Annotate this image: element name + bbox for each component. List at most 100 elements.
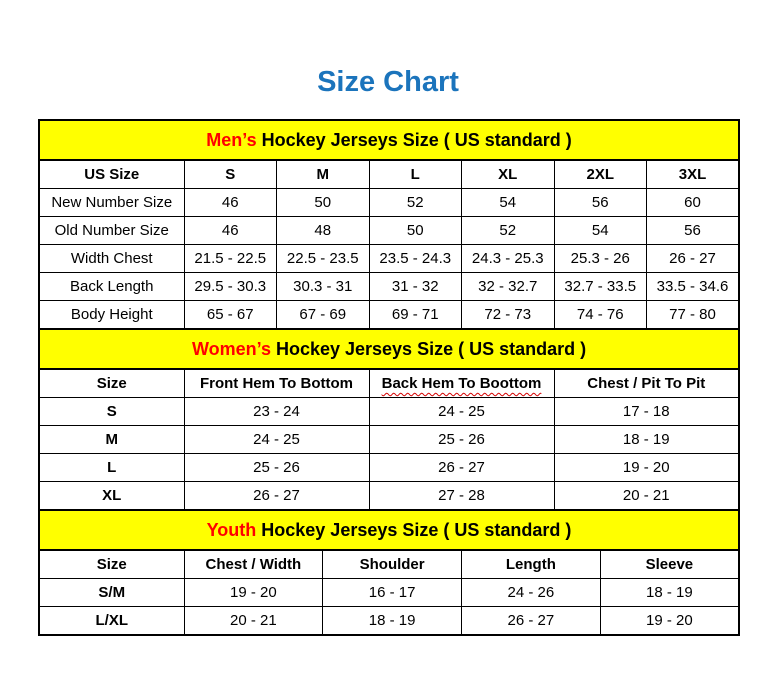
womens-header-row: Size Front Hem To Bottom Back Hem To Boott… [38, 368, 740, 398]
size-value: 65 - 67 [183, 300, 277, 330]
size-value: 24 - 25 [368, 397, 555, 426]
youth-section-band: Youth Hockey Jerseys Size ( US standard … [37, 509, 741, 551]
column-header: Chest / Width [183, 549, 324, 579]
table-row: New Number Size 46 50 52 54 56 60 [38, 188, 740, 217]
column-header: S [183, 159, 277, 189]
mens-header-row: US Size S M L XL 2XL 3XL [38, 159, 740, 189]
column-header-label: Length [505, 556, 556, 573]
size-value: 33.5 - 34.6 [646, 272, 740, 301]
column-header-label: US Size [84, 166, 140, 183]
size-value: 72 - 73 [461, 300, 555, 330]
column-header: 2XL [553, 159, 647, 189]
table-row: L/XL 20 - 21 18 - 19 26 - 27 19 - 20 [38, 606, 740, 636]
size-value: 50 [276, 188, 370, 217]
size-value: 24.3 - 25.3 [461, 244, 555, 273]
column-header: M [276, 159, 370, 189]
size-value: 54 [461, 188, 555, 217]
womens-size-table: Women’s Hockey Jerseys Size ( US standar… [37, 328, 741, 511]
size-value: 26 - 27 [461, 606, 601, 636]
page-title: Size Chart [317, 66, 459, 98]
size-value: 21.5 - 22.5 [183, 244, 277, 273]
size-value: 24 - 25 [183, 425, 370, 454]
size-value: 52 [368, 188, 462, 217]
column-header: US Size [38, 159, 185, 189]
section-band-title: Youth Hockey Jerseys Size ( US standard … [37, 509, 741, 551]
column-header-label: Size [96, 375, 127, 392]
table-row: S 23 - 24 24 - 25 17 - 18 [38, 397, 740, 426]
column-header: Front Hem To Bottom [183, 368, 370, 398]
size-value: 60 [646, 188, 740, 217]
size-value: 20 - 21 [553, 481, 740, 511]
column-header-label: Sleeve [645, 556, 694, 573]
row-label: L [38, 453, 185, 482]
size-value: 26 - 27 [368, 453, 555, 482]
size-value: 30.3 - 31 [276, 272, 370, 301]
row-label: M [38, 425, 185, 454]
section-band-title: Men’s Hockey Jerseys Size ( US standard … [37, 119, 741, 161]
table-row: M 24 - 25 25 - 26 18 - 19 [38, 425, 740, 454]
size-value: 19 - 20 [553, 453, 740, 482]
size-value: 29.5 - 30.3 [183, 272, 277, 301]
column-header-label: XL [498, 166, 518, 183]
row-label: Old Number Size [38, 216, 185, 245]
size-value: 18 - 19 [553, 425, 740, 454]
size-value: 26 - 27 [646, 244, 740, 273]
size-value: 18 - 19 [322, 606, 462, 636]
size-value: 20 - 21 [183, 606, 324, 636]
column-header: XL [461, 159, 555, 189]
column-header: 3XL [646, 159, 740, 189]
size-value: 26 - 27 [183, 481, 370, 511]
column-header-label: M [316, 166, 330, 183]
row-label: S/M [38, 578, 185, 607]
table-row: Old Number Size 46 48 50 52 54 56 [38, 216, 740, 245]
size-value: 23 - 24 [183, 397, 370, 426]
size-value: 18 - 19 [599, 578, 740, 607]
size-value: 50 [368, 216, 462, 245]
youth-header-row: Size Chest / Width Shoulder Length Sleeve [38, 549, 740, 579]
section-band-title: Women’s Hockey Jerseys Size ( US standar… [37, 328, 741, 370]
size-value: 16 - 17 [322, 578, 462, 607]
column-header-label: Chest / Width [205, 556, 302, 573]
band-highlight-word: Women’s [191, 338, 271, 359]
column-header-label: Back Hem To Boottom [381, 375, 542, 392]
table-row: L 25 - 26 26 - 27 19 - 20 [38, 453, 740, 482]
table-row: Back Length 29.5 - 30.3 30.3 - 31 31 - 32 32… [38, 272, 740, 301]
youth-size-table: Youth Hockey Jerseys Size ( US standard … [37, 509, 741, 636]
column-header-label: 3XL [678, 166, 707, 183]
table-row: Body Height 65 - 67 67 - 69 69 - 71 72 - 73 7… [38, 300, 740, 330]
row-label: New Number Size [38, 188, 185, 217]
mens-size-table: Men’s Hockey Jerseys Size ( US standard … [37, 119, 741, 330]
column-header: L [368, 159, 462, 189]
size-value: 48 [276, 216, 370, 245]
row-label: Back Length [38, 272, 185, 301]
row-label: Width Chest [38, 244, 185, 273]
size-value: 77 - 80 [646, 300, 740, 330]
mens-section-band: Men’s Hockey Jerseys Size ( US standard … [37, 119, 741, 161]
column-header-label: Front Hem To Bottom [199, 375, 354, 392]
womens-section-band: Women’s Hockey Jerseys Size ( US standar… [37, 328, 741, 370]
size-value: 56 [553, 188, 647, 217]
column-header-label: L [410, 166, 420, 183]
band-rest-text: Hockey Jerseys Size ( US standard ) [256, 129, 572, 150]
table-row: S/M 19 - 20 16 - 17 24 - 26 18 - 19 [38, 578, 740, 607]
band-rest-text: Hockey Jerseys Size ( US standard ) [256, 519, 572, 540]
size-value: 25 - 26 [368, 425, 555, 454]
column-header: Chest / Pit To Pit [553, 368, 740, 398]
row-label: Body Height [38, 300, 185, 330]
column-header: Sleeve [599, 549, 740, 579]
size-value: 24 - 26 [461, 578, 601, 607]
column-header: Length [461, 549, 601, 579]
size-value: 27 - 28 [368, 481, 555, 511]
band-highlight-word: Youth [206, 519, 257, 540]
size-value: 19 - 20 [183, 578, 324, 607]
size-value: 25 - 26 [183, 453, 370, 482]
row-label: S [38, 397, 185, 426]
size-value: 69 - 71 [368, 300, 462, 330]
size-value: 19 - 20 [599, 606, 740, 636]
size-value: 46 [183, 216, 277, 245]
size-tables-container: Men’s Hockey Jerseys Size ( US standard … [37, 119, 741, 636]
size-value: 32 - 32.7 [461, 272, 555, 301]
column-header: Size [38, 368, 185, 398]
size-value: 22.5 - 23.5 [276, 244, 370, 273]
